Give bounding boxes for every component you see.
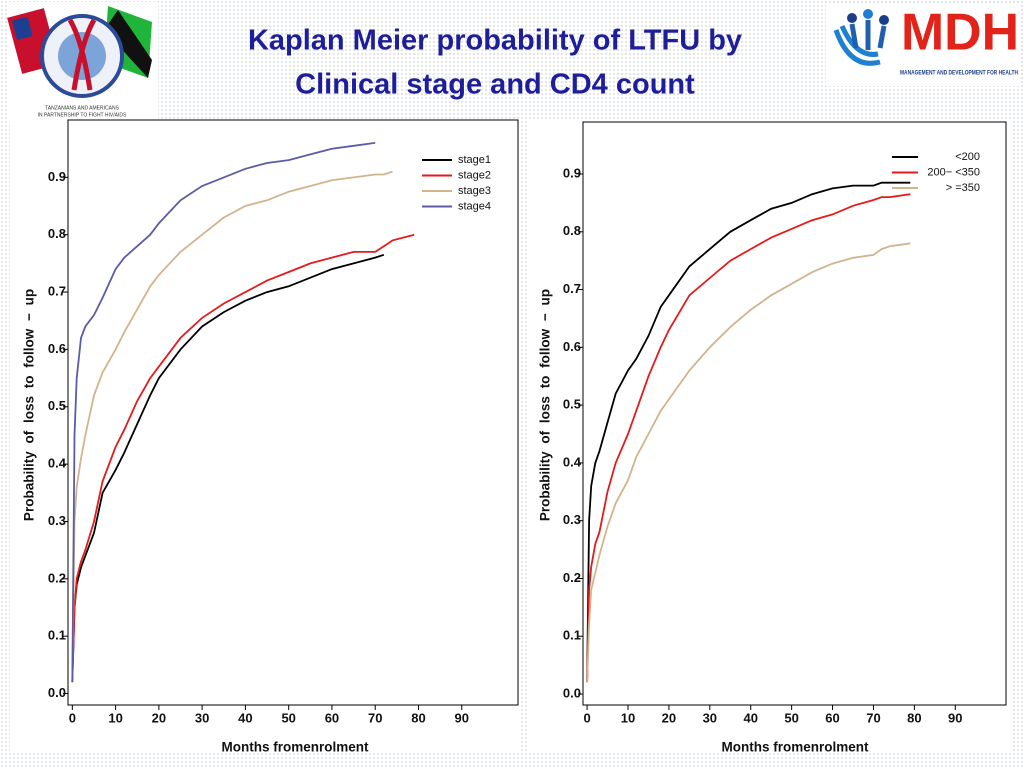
chart-panel [528,120,1012,752]
logo-bg [826,4,1020,86]
x-tick-label: 10 [108,710,122,725]
plot-box [67,119,519,706]
figure [879,15,889,25]
legend-label: stage2 [458,169,491,181]
y-tick-label: 0.7 [563,281,581,296]
slide-title: Clinical stage and CD4 count [295,69,695,101]
y-axis-label: Probability of loss to follow − up [22,289,37,521]
x-tick-label: 30 [703,710,717,725]
y-tick-label: 0.8 [48,226,66,241]
km-curve [71,142,376,683]
x-axis-label: Months fromenrolment [222,740,370,755]
hands [833,24,881,66]
y-tick-label: 0.2 [48,570,66,585]
km-curve [586,242,911,683]
figure [863,9,873,19]
legend-label: > =350 [946,182,980,194]
us-flag-canton [12,16,33,41]
legend-label: 200− <350 [927,166,980,178]
tz-flag-band [104,10,152,78]
logo-tagline: MANAGEMENT AND DEVELOPMENT FOR HEALTH [900,70,1018,77]
y-tick-label: 0.0 [48,685,66,700]
legend-label: stage3 [458,185,491,197]
x-tick-label: 70 [866,710,880,725]
y-tick-label: 0.7 [48,283,66,298]
y-tick-label: 0.1 [48,628,66,643]
logo-name: MDH [901,4,1019,62]
x-tick-label: 40 [238,710,252,725]
legend-label: stage1 [458,154,491,166]
x-tick-label: 50 [784,710,798,725]
km-curve [71,170,393,683]
figure-bodies [849,20,887,50]
y-tick-label: 0.9 [563,165,581,180]
y-tick-label: 0.3 [563,512,581,527]
plot-box [582,121,1007,706]
x-axis-label: Months fromenrolment [722,740,870,755]
y-tick-label: 0.6 [48,341,66,356]
x-tick-label: 40 [743,710,757,725]
x-tick-label: 80 [411,710,425,725]
x-tick-label: 30 [195,710,209,725]
y-tick-label: 0.5 [563,397,581,412]
x-tick-label: 90 [455,710,469,725]
km-curve [71,253,385,683]
y-tick-label: 0.4 [48,456,67,471]
x-tick-label: 0 [583,710,590,725]
km-curve [586,181,911,683]
y-axis-label: Probability of loss to follow − up [538,289,553,521]
y-tick-label: 0.9 [48,169,66,184]
x-tick-label: 90 [948,710,962,725]
y-tick-label: 0.2 [563,570,581,585]
logo-text: TANZANIANS AND AMERICANS [45,105,119,111]
logo-text: IN PARTNERSHIP TO FIGHT HIV/AIDS [38,112,127,118]
x-tick-label: 20 [662,710,676,725]
slide-title: Kaplan Meier probability of LTFU by [248,25,742,57]
x-tick-label: 0 [69,710,76,725]
x-tick-label: 10 [621,710,635,725]
km-curve [586,193,911,683]
y-tick-label: 0.5 [48,398,66,413]
x-tick-label: 50 [281,710,295,725]
figure [847,13,857,23]
y-tick-label: 0.0 [563,685,581,700]
left-logo: TANZANIANS AND AMERICANS IN PARTNERSHIP … [7,2,158,122]
x-tick-label: 80 [907,710,921,725]
legend-label: stage4 [458,200,491,212]
x-tick-label: 60 [325,710,339,725]
chart-panel [10,120,520,752]
y-tick-label: 0.6 [563,339,581,354]
legend-label: <200 [955,151,980,163]
km-curve [71,233,415,683]
ribbon [67,18,97,91]
y-tick-label: 0.8 [563,223,581,238]
y-tick-label: 0.1 [563,628,581,643]
right-logo: MDH MANAGEMENT AND DEVELOPMENT FOR HEALT… [826,4,1020,86]
x-tick-label: 20 [152,710,166,725]
y-tick-label: 0.4 [563,454,582,469]
y-tick-label: 0.3 [48,513,66,528]
x-tick-label: 70 [368,710,382,725]
x-tick-label: 60 [825,710,839,725]
